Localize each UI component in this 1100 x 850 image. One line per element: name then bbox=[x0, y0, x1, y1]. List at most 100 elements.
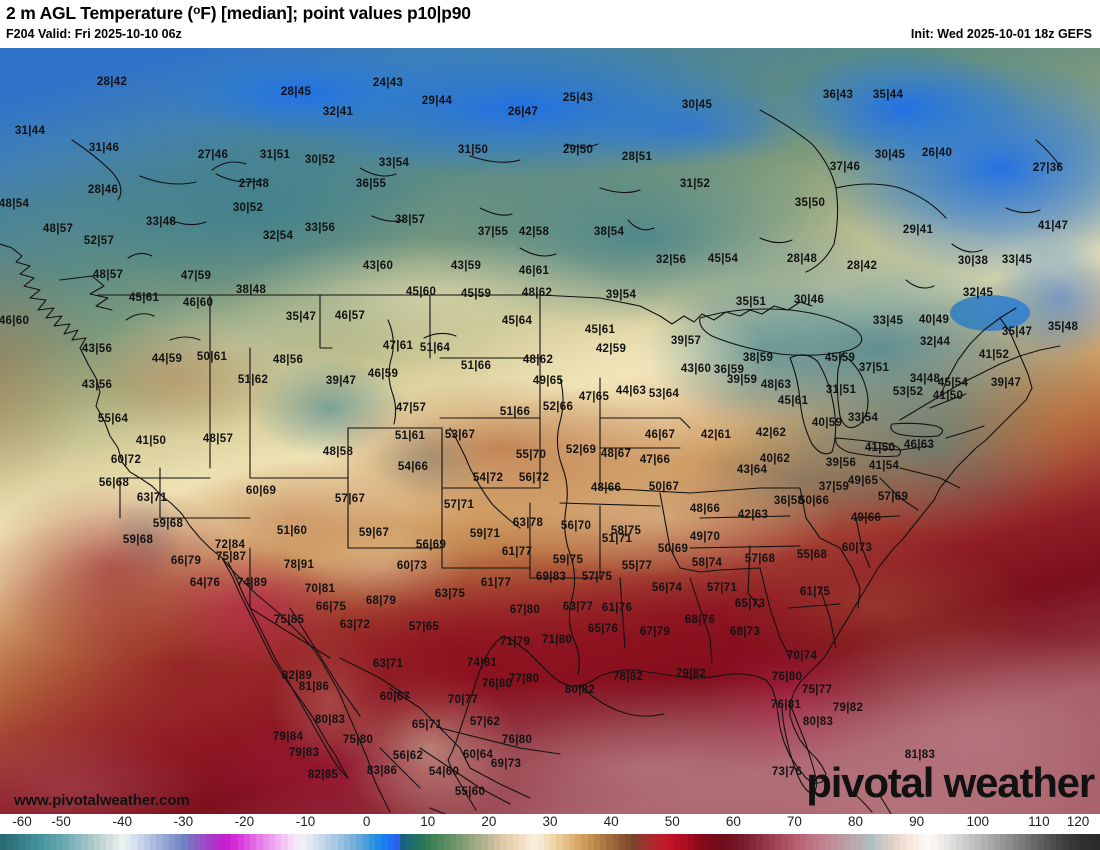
colorbar-swatch bbox=[287, 834, 294, 850]
colorbar-swatch bbox=[987, 834, 994, 850]
colorbar-swatch bbox=[481, 834, 488, 850]
colorbar-swatch bbox=[900, 834, 907, 850]
colorbar-swatch bbox=[981, 834, 988, 850]
degree-icon: o bbox=[193, 3, 201, 17]
colorbar-swatch bbox=[612, 834, 619, 850]
colorbar-swatch bbox=[1000, 834, 1007, 850]
colorbar-swatch bbox=[600, 834, 607, 850]
colorbar-swatch bbox=[425, 834, 432, 850]
colorbar-swatch bbox=[868, 834, 875, 850]
colorbar-swatch bbox=[737, 834, 744, 850]
colorbar-swatch bbox=[806, 834, 813, 850]
colorbar-tick: -40 bbox=[112, 814, 132, 829]
colorbar-swatch bbox=[650, 834, 657, 850]
colorbar-swatch bbox=[593, 834, 600, 850]
colorbar-swatch bbox=[356, 834, 363, 850]
colorbar-swatch bbox=[387, 834, 394, 850]
colorbar-swatch bbox=[293, 834, 300, 850]
colorbar-swatch bbox=[256, 834, 263, 850]
colorbar-swatch bbox=[12, 834, 19, 850]
colorbar-tick: -60 bbox=[12, 814, 32, 829]
valid-time-label: F204 Valid: Fri 2025-10-10 06z bbox=[6, 27, 182, 41]
colorbar-swatch bbox=[1012, 834, 1019, 850]
colorbar-swatch bbox=[625, 834, 632, 850]
colorbar-swatch bbox=[956, 834, 963, 850]
colorbar-swatch bbox=[775, 834, 782, 850]
colorbar-swatch bbox=[587, 834, 594, 850]
colorbar-swatch bbox=[856, 834, 863, 850]
colorbar-swatch bbox=[518, 834, 525, 850]
colorbar-swatch bbox=[137, 834, 144, 850]
colorbar-swatch bbox=[943, 834, 950, 850]
colorbar-swatch bbox=[562, 834, 569, 850]
colorbar-swatch bbox=[862, 834, 869, 850]
colorbar-swatch bbox=[500, 834, 507, 850]
title-text-rest: F) [median]; point values p10|p90 bbox=[200, 3, 471, 24]
colorbar-swatch bbox=[1025, 834, 1032, 850]
colorbar-gradient bbox=[0, 834, 1100, 850]
colorbar-swatch bbox=[681, 834, 688, 850]
colorbar-swatch bbox=[131, 834, 138, 850]
colorbar-swatch bbox=[93, 834, 100, 850]
colorbar-swatch bbox=[825, 834, 832, 850]
colorbar-swatch bbox=[450, 834, 457, 850]
colorbar-swatch bbox=[812, 834, 819, 850]
colorbar-swatch bbox=[150, 834, 157, 850]
colorbar-swatch bbox=[406, 834, 413, 850]
colorbar-swatch bbox=[700, 834, 707, 850]
colorbar-swatch bbox=[243, 834, 250, 850]
colorbar-swatch bbox=[362, 834, 369, 850]
colorbar-swatch bbox=[550, 834, 557, 850]
colorbar-swatch bbox=[31, 834, 38, 850]
colorbar-swatch bbox=[687, 834, 694, 850]
colorbar-tick-labels: -60 -50 -40 -30 -20 -10 0 10 20 30 40 50 60 70 80 90 100… bbox=[0, 814, 1100, 833]
colorbar-swatch bbox=[218, 834, 225, 850]
colorbar-swatch bbox=[543, 834, 550, 850]
colorbar-swatch bbox=[325, 834, 332, 850]
colorbar-tick: 80 bbox=[848, 814, 864, 829]
colorbar-swatch bbox=[1018, 834, 1025, 850]
colorbar-swatch bbox=[493, 834, 500, 850]
colorbar-swatch bbox=[1087, 834, 1094, 850]
colorbar-swatch bbox=[156, 834, 163, 850]
colorbar-swatch bbox=[381, 834, 388, 850]
colorbar-swatch bbox=[506, 834, 513, 850]
colorbar-swatch bbox=[643, 834, 650, 850]
colorbar-swatch bbox=[837, 834, 844, 850]
colorbar-swatch bbox=[68, 834, 75, 850]
colorbar-swatch bbox=[918, 834, 925, 850]
colorbar-swatch bbox=[893, 834, 900, 850]
colorbar-swatch bbox=[556, 834, 563, 850]
page-title: 2 m AGL Temperature (oF) [median]; point… bbox=[6, 3, 471, 24]
colorbar-swatch bbox=[1056, 834, 1063, 850]
colorbar-tick: 120 bbox=[1066, 814, 1090, 829]
colorbar-swatch bbox=[800, 834, 807, 850]
colorbar-swatch bbox=[431, 834, 438, 850]
colorbar-swatch bbox=[762, 834, 769, 850]
colorbar-swatch bbox=[393, 834, 400, 850]
colorbar-swatch bbox=[25, 834, 32, 850]
colorbar-swatch bbox=[443, 834, 450, 850]
colorbar-swatch bbox=[412, 834, 419, 850]
colorbar-tick: 70 bbox=[786, 814, 802, 829]
site-url-watermark: www.pivotalweather.com bbox=[14, 792, 190, 809]
colorbar-swatch bbox=[200, 834, 207, 850]
colorbar-swatch bbox=[106, 834, 113, 850]
colorbar-swatch bbox=[668, 834, 675, 850]
map-canvas bbox=[0, 48, 1100, 814]
colorbar-tick: -50 bbox=[51, 814, 71, 829]
colorbar-swatch bbox=[912, 834, 919, 850]
colorbar[interactable]: -60 -50 -40 -30 -20 -10 0 10 20 30 40 50 60 70 80 90 100… bbox=[0, 814, 1100, 850]
colorbar-swatch bbox=[950, 834, 957, 850]
colorbar-swatch bbox=[87, 834, 94, 850]
colorbar-swatch bbox=[100, 834, 107, 850]
colorbar-tick: 100 bbox=[966, 814, 990, 829]
colorbar-swatch bbox=[875, 834, 882, 850]
colorbar-swatch bbox=[181, 834, 188, 850]
colorbar-swatch bbox=[793, 834, 800, 850]
colorbar-swatch bbox=[975, 834, 982, 850]
temperature-map[interactable]: 28|42 28|45 24|43 29|44 26|47 25|43 30|45 36|43… bbox=[0, 48, 1100, 814]
map-geography bbox=[0, 109, 1061, 814]
colorbar-swatch bbox=[637, 834, 644, 850]
